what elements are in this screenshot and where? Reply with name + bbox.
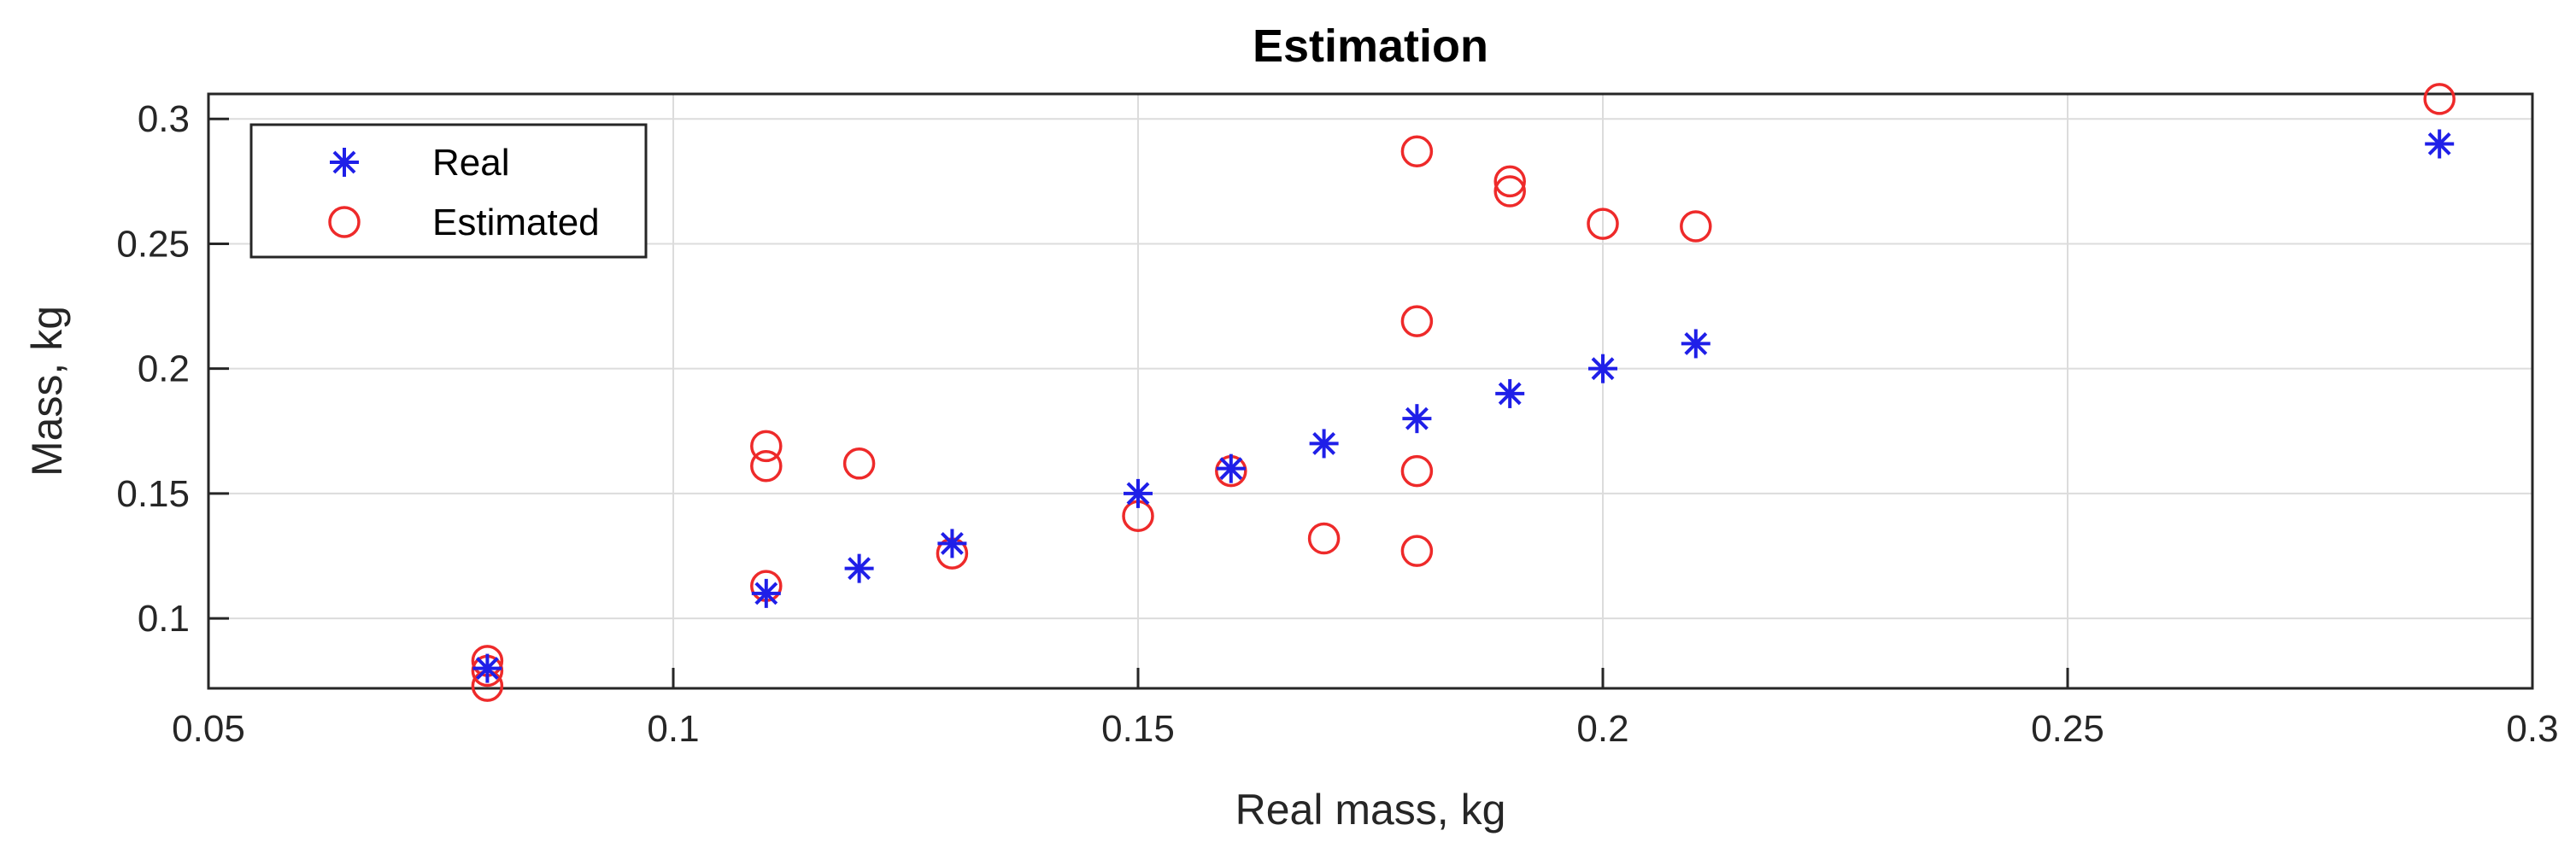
real-point bbox=[472, 653, 502, 683]
y-tick-label: 0.1 bbox=[138, 598, 190, 640]
estimated-point bbox=[1400, 135, 1434, 168]
real-point bbox=[1495, 378, 1525, 408]
y-axis-label: Mass, kg bbox=[23, 306, 71, 477]
estimated-point bbox=[2423, 83, 2456, 115]
estimated-point bbox=[1493, 165, 1526, 198]
x-tick-label: 0.15 bbox=[1101, 708, 1175, 750]
real-point bbox=[844, 553, 874, 583]
estimated-point bbox=[1400, 305, 1434, 337]
real-point bbox=[1124, 478, 1153, 508]
estimated-point bbox=[1493, 175, 1526, 208]
x-tick-label: 0.2 bbox=[1576, 708, 1628, 750]
estimated-point bbox=[1400, 454, 1434, 488]
x-tick-label: 0.3 bbox=[2506, 708, 2558, 750]
legend-estimated-label: Estimated bbox=[432, 202, 600, 243]
real-point bbox=[1588, 354, 1617, 383]
estimated-point bbox=[1680, 210, 1712, 243]
x-tick-label: 0.25 bbox=[2031, 708, 2104, 750]
chart-title: Estimation bbox=[1253, 20, 1488, 72]
legend-estimated-circle bbox=[328, 206, 361, 238]
legend-real-asterisk bbox=[330, 148, 359, 177]
x-tick-label: 0.1 bbox=[647, 708, 699, 750]
real-point bbox=[1681, 329, 1710, 359]
y-tick-label: 0.2 bbox=[138, 348, 190, 390]
legend-box bbox=[249, 123, 648, 259]
real-point bbox=[937, 529, 967, 559]
estimated-point bbox=[750, 449, 783, 483]
axis-ticks: 0.05 0.1 0.15 0.2 0.25 0.3 0.1 0.15 0.2 0.25 0.3 bbox=[116, 98, 2558, 750]
plot-area-frame bbox=[207, 92, 2534, 690]
real-point bbox=[1309, 429, 1339, 459]
estimated-point bbox=[1587, 208, 1619, 240]
real-point bbox=[1216, 453, 1246, 483]
estimated-point bbox=[842, 447, 876, 480]
estimated-point bbox=[750, 430, 783, 463]
y-tick-label: 0.3 bbox=[138, 98, 190, 140]
grid-lines bbox=[208, 94, 2532, 688]
legend-real-label: Real bbox=[432, 142, 510, 184]
data-series bbox=[471, 83, 2456, 702]
y-tick-label: 0.25 bbox=[116, 223, 190, 265]
y-tick-label: 0.15 bbox=[116, 473, 190, 515]
legend-estimated-marker bbox=[328, 206, 361, 238]
x-tick-label: 0.05 bbox=[172, 708, 245, 750]
estimated-point bbox=[1400, 535, 1434, 567]
legend-real-marker bbox=[330, 148, 359, 177]
x-axis-label: Real mass, kg bbox=[1235, 786, 1506, 834]
real-point bbox=[1402, 404, 1432, 434]
real-point bbox=[2425, 129, 2455, 159]
estimated-point bbox=[1307, 522, 1341, 555]
legend: Real Estimated bbox=[249, 123, 648, 259]
real-point bbox=[751, 578, 781, 608]
